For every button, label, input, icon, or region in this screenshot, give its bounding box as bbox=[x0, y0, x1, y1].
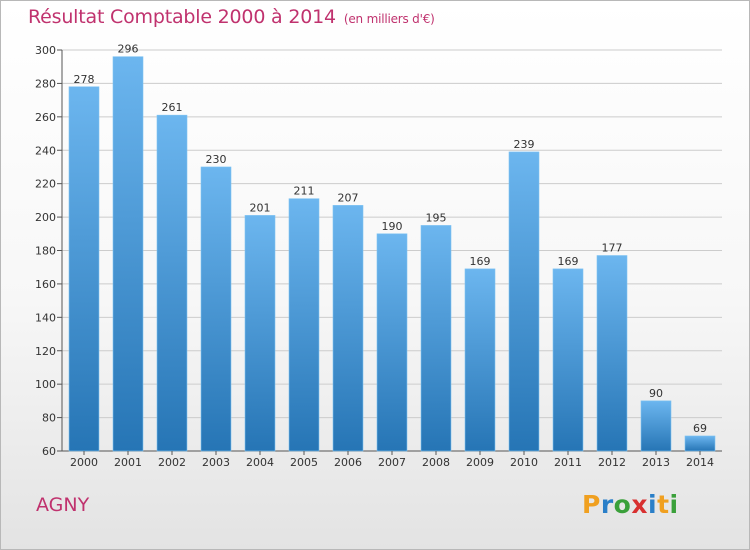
y-tick-label: 220 bbox=[35, 178, 56, 191]
x-tick-labels: 2000 2001 2002 2003 2004 2005 2006 2007 2008 2009… bbox=[70, 451, 714, 469]
x-tick-label-2007: 2007 bbox=[378, 456, 406, 469]
bar-2005 bbox=[288, 198, 320, 452]
x-tick-label-2002: 2002 bbox=[158, 456, 186, 469]
x-tick-label-2000: 2000 bbox=[70, 456, 98, 469]
value-label-2005: 211 bbox=[294, 185, 315, 198]
bar-2012 bbox=[596, 255, 628, 452]
bar-2009 bbox=[464, 268, 496, 452]
value-label-2006: 207 bbox=[338, 191, 359, 204]
value-label-2002: 261 bbox=[162, 101, 183, 114]
bars bbox=[68, 56, 716, 452]
value-label-2000: 278 bbox=[74, 73, 95, 86]
bar-2004 bbox=[244, 215, 276, 452]
y-tick-label: 180 bbox=[35, 245, 56, 258]
y-tick-label: 260 bbox=[35, 111, 56, 124]
x-tick-label-2004: 2004 bbox=[246, 456, 274, 469]
chart-title: Résultat Comptable 2000 à 2014 (en millie… bbox=[28, 6, 435, 28]
bar-2010 bbox=[508, 151, 540, 452]
value-label-2011: 169 bbox=[558, 255, 579, 268]
x-tick-label-2011: 2011 bbox=[554, 456, 582, 469]
value-label-2009: 169 bbox=[470, 255, 491, 268]
x-tick-label-2001: 2001 bbox=[114, 456, 142, 469]
x-tick-label-2006: 2006 bbox=[334, 456, 362, 469]
y-tick-label: 60 bbox=[42, 445, 56, 458]
y-tick-label: 200 bbox=[35, 211, 56, 224]
y-tick-label: 140 bbox=[35, 311, 56, 324]
bar-2011 bbox=[552, 268, 584, 452]
logo-letter: P bbox=[582, 490, 601, 519]
logo-letter: i bbox=[648, 490, 658, 519]
bar-2006 bbox=[332, 205, 364, 452]
value-label-2001: 296 bbox=[118, 43, 139, 56]
bar-2000 bbox=[68, 86, 100, 452]
y-tick-label: 120 bbox=[35, 345, 56, 358]
y-tick-labels: 60 80 100 120 140 160 180 200 220 240 260 280 300 bbox=[35, 44, 56, 458]
bar-2007 bbox=[376, 233, 408, 452]
bar-2013 bbox=[640, 400, 672, 452]
x-tick-label-2003: 2003 bbox=[202, 456, 230, 469]
bar-2003 bbox=[200, 166, 232, 452]
x-tick-label-2012: 2012 bbox=[598, 456, 626, 469]
value-label-2012: 177 bbox=[602, 242, 623, 255]
y-tick-label: 300 bbox=[35, 44, 56, 57]
logo-letter: x bbox=[631, 490, 648, 519]
y-tick-label: 80 bbox=[42, 412, 56, 425]
proxiti-logo: Proxiti bbox=[582, 490, 679, 519]
bar-2014 bbox=[684, 435, 716, 452]
x-tick-label-2009: 2009 bbox=[466, 456, 494, 469]
title-text: Résultat Comptable 2000 à 2014 bbox=[28, 6, 336, 28]
x-tick-label-2010: 2010 bbox=[510, 456, 538, 469]
x-tick-label-2014: 2014 bbox=[686, 456, 714, 469]
logo-letter: t bbox=[657, 490, 670, 519]
logo-letter: o bbox=[613, 490, 632, 519]
x-tick-label-2008: 2008 bbox=[422, 456, 450, 469]
value-labels: 278 296 261 230 201 211 207 190 195 169 239 169 177 9… bbox=[74, 43, 708, 435]
y-tick-label: 280 bbox=[35, 77, 56, 90]
y-tick-label: 240 bbox=[35, 144, 56, 157]
x-tick-label-2005: 2005 bbox=[290, 456, 318, 469]
value-label-2010: 239 bbox=[514, 138, 535, 151]
subtitle-text: (en milliers d'€) bbox=[343, 12, 435, 26]
bar-2002 bbox=[156, 114, 188, 452]
value-label-2004: 201 bbox=[250, 201, 271, 214]
logo-letter: r bbox=[600, 490, 614, 519]
bar-2008 bbox=[420, 225, 452, 452]
y-tick-label: 100 bbox=[35, 378, 56, 391]
bar-2001 bbox=[112, 56, 144, 452]
value-label-2007: 190 bbox=[382, 220, 403, 233]
logo-letter: i bbox=[669, 490, 679, 519]
value-label-2013: 90 bbox=[649, 387, 663, 400]
value-label-2014: 69 bbox=[693, 422, 707, 435]
x-tick-label-2013: 2013 bbox=[642, 456, 670, 469]
place-name: AGNY bbox=[36, 494, 90, 516]
y-tick-label: 160 bbox=[35, 278, 56, 291]
value-label-2008: 195 bbox=[426, 211, 447, 224]
value-label-2003: 230 bbox=[206, 153, 227, 166]
